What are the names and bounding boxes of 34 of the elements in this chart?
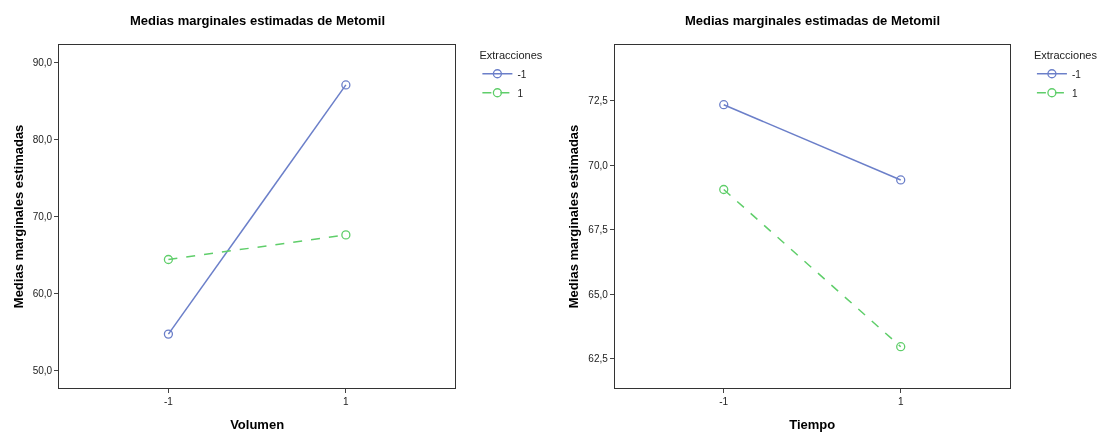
x-tick-label: 1 — [897, 396, 904, 408]
point — [719, 100, 729, 110]
y-tick-label: 50,0 — [32, 364, 53, 376]
legend-label: -1 — [517, 68, 527, 80]
y-tick-label: 70,0 — [32, 210, 53, 222]
y-tick-label: 62,5 — [588, 353, 609, 365]
y-axis-title: Medias marginales estimadas — [10, 124, 26, 309]
y-tick-label: 67,5 — [588, 224, 609, 236]
legend-label: -1 — [1071, 68, 1082, 80]
y-axis-title: Medias marginales estimadas — [566, 124, 582, 309]
x-tick-label: -1 — [163, 396, 174, 408]
y-tick-label: 80,0 — [32, 134, 53, 146]
chart-title: Medias marginales estimadas de Metomil — [130, 13, 386, 28]
point — [163, 329, 174, 339]
x-axis-title: Tiempo — [789, 417, 836, 432]
y-tick-label: 65,0 — [588, 288, 609, 300]
x-tick-label: 1 — [343, 396, 350, 408]
legend-title: Extracciones — [1033, 49, 1098, 62]
x-tick-label: -1 — [719, 396, 729, 408]
point — [341, 230, 351, 240]
point — [163, 254, 174, 265]
legend-label: 1 — [1071, 87, 1078, 99]
y-tick-label: 60,0 — [32, 287, 53, 299]
chart-title: Medias marginales estimadas de Metomil — [685, 13, 941, 28]
point — [896, 175, 906, 185]
point — [719, 184, 729, 195]
y-tick-label: 70,0 — [588, 159, 609, 171]
x-axis-title: Volumen — [230, 417, 285, 432]
point — [896, 342, 906, 352]
legend-title: Extracciones — [479, 49, 543, 62]
y-tick-label: 72,5 — [588, 95, 609, 107]
point — [341, 80, 351, 90]
y-tick-label: 90,0 — [32, 57, 53, 69]
legend-label: 1 — [517, 87, 524, 99]
